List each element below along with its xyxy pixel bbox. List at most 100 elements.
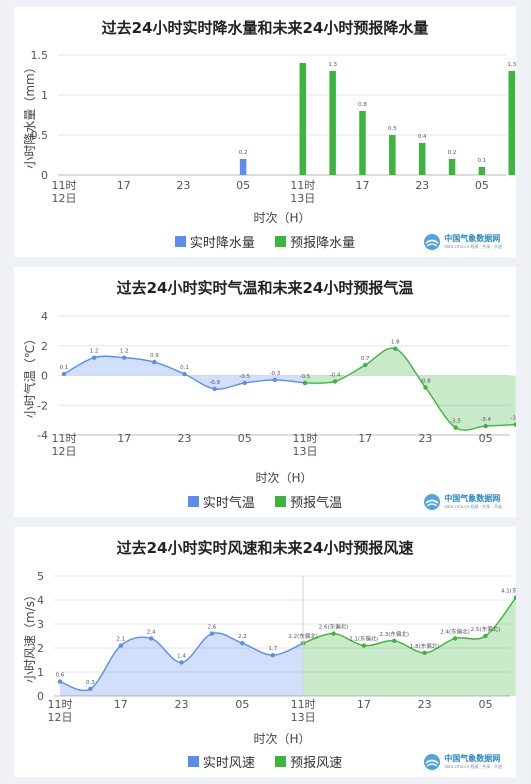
brand-globe-icon — [424, 754, 441, 770]
x-tick-sublabel: 12日 — [48, 711, 73, 724]
forecast-point — [422, 650, 427, 655]
legend-item-observed-wind[interactable]: 实时风速 — [187, 752, 255, 771]
y-tick-label: 1 — [41, 89, 48, 102]
data-label: 1.7 — [268, 646, 277, 652]
data-label: 0.1 — [478, 158, 487, 164]
observed-point — [122, 355, 127, 360]
y-tick-label: 1 — [37, 666, 44, 679]
data-label: 0.3 — [86, 680, 95, 686]
brand-sub: data.cma.cn 权威 · 共享 · 开放 — [444, 504, 502, 509]
y-tick-label: 3 — [37, 618, 44, 631]
wind-chart-panel: 过去24小时实时风速和未来24小时预报风速 0 1 2 3 4 5 小时风速（m/s） 11时… — [14, 527, 516, 777]
data-label: 0.6 — [56, 673, 65, 679]
observed-point — [209, 631, 215, 636]
forecast-line — [302, 597, 516, 654]
y-tick-label: 0 — [41, 370, 48, 383]
wind-legend: 实时风速 预报风速 — [14, 752, 516, 771]
x-tick-label: 05 — [236, 179, 250, 192]
x-tick-label: 11时 — [290, 179, 315, 192]
temp-legend: 实时气温 预报气温 — [14, 492, 516, 511]
y-tick-label: 1.5 — [31, 49, 49, 62]
data-label: 0.9 — [150, 353, 159, 359]
data-label: 1.8 — [391, 340, 400, 346]
precip-bar — [418, 143, 426, 175]
x-tick-label: 23 — [415, 179, 429, 192]
x-tick-label: 23 — [175, 698, 189, 711]
wind-chart-title: 过去24小时实时风速和未来24小时预报风速 — [116, 539, 414, 557]
x-tick-label: 05 — [478, 698, 492, 711]
data-label: 2.1(东偏北) — [349, 635, 379, 643]
data-label: 2.4 — [147, 629, 156, 635]
precip-bar — [478, 167, 486, 175]
legend-item-observed-temp[interactable]: 实时气温 — [187, 492, 255, 511]
brand-sub: data.cma.cn 权威 · 共享 · 开放 — [444, 244, 502, 249]
forecast-point — [361, 643, 367, 648]
data-label: 2.3(东偏北) — [380, 630, 410, 638]
data-label: -3.5 — [450, 419, 461, 425]
data-label: 1.3 — [328, 62, 337, 68]
x-tick-label: 17 — [117, 179, 131, 192]
legend-item-forecast-wind[interactable]: 预报风速 — [275, 752, 342, 771]
forecast-point — [332, 379, 338, 384]
x-tick-label: 23 — [418, 698, 432, 711]
brand-logo: 中国气象数据网 data.cma.cn 权威 · 共享 · 开放 — [423, 753, 502, 771]
temp-chart-title: 过去24小时实时气温和未来24小时预报气温 — [116, 279, 414, 297]
data-label: -0.4 — [330, 372, 341, 378]
x-tick-label: 17 — [356, 179, 370, 192]
legend-label: 预报气温 — [290, 496, 343, 511]
observed-point — [179, 660, 184, 665]
brand-name: 中国气象数据网 — [444, 754, 501, 763]
data-label: 0.4 — [418, 134, 427, 140]
forecast-point — [393, 346, 398, 351]
observed-point — [182, 371, 187, 377]
x-tick-label: 23 — [177, 432, 191, 445]
forecast-area — [303, 597, 516, 696]
data-label: 0.2 — [239, 150, 248, 156]
legend-item-forecast-precip[interactable]: 预报降水量 — [275, 232, 355, 251]
observed-point — [212, 386, 217, 392]
x-axis-title: 时次（H） — [255, 471, 312, 485]
precip-bar — [329, 71, 336, 175]
forecast-point — [483, 633, 488, 639]
data-label: -0.5 — [239, 374, 250, 380]
x-tick-label: 05 — [475, 179, 489, 192]
precip-bar — [239, 159, 247, 175]
legend-label: 预报风速 — [290, 756, 343, 771]
observed-point — [240, 641, 245, 646]
data-label: 1.3 — [507, 62, 516, 68]
data-label: 0.7 — [361, 356, 370, 362]
legend-item-forecast-temp[interactable]: 预报气温 — [275, 492, 342, 511]
forecast-point — [331, 631, 336, 636]
x-tick-label: 05 — [238, 432, 252, 445]
forecast-point — [302, 380, 308, 386]
legend-swatch-forecast — [275, 236, 287, 247]
forecast-point — [392, 638, 397, 643]
data-label: 2.6(东偏北) — [319, 623, 349, 631]
data-label: 4.1(东偏北) — [501, 587, 516, 595]
legend-swatch-observed — [174, 236, 186, 247]
data-label: 2.2(东偏北) — [288, 632, 318, 640]
observed-point — [272, 377, 278, 383]
observed-point — [242, 380, 247, 386]
brand-globe-icon — [424, 494, 441, 510]
x-tick-label: 11时 — [291, 698, 316, 711]
x-tick-sublabel: 13日 — [292, 445, 317, 458]
legend-label: 实时风速 — [202, 756, 255, 771]
data-label: 1.8(东偏北) — [410, 642, 440, 650]
forecast-point — [423, 385, 428, 390]
x-tick-label: 17 — [357, 698, 371, 711]
data-label: -0.3 — [269, 371, 280, 377]
precip-legend: 实时降水量 预报降水量 — [14, 232, 516, 251]
brand-logo: 中国气象数据网 data.cma.cn 权威 · 共享 · 开放 — [423, 493, 502, 511]
precip-bar — [448, 159, 456, 175]
x-tick-label: 23 — [418, 432, 432, 445]
x-tick-sublabel: 13日 — [290, 192, 315, 205]
y-axis-title: 小时气温（℃） — [22, 333, 37, 418]
x-axis-title: 时次（H） — [253, 211, 310, 225]
brand-name: 中国气象数据网 — [444, 494, 501, 503]
legend-item-observed-precip[interactable]: 实时降水量 — [174, 232, 255, 251]
observed-point — [270, 653, 275, 658]
y-tick-label: 0.5 — [31, 129, 49, 142]
y-axis-title: 小时降水量（mm） — [23, 61, 37, 168]
